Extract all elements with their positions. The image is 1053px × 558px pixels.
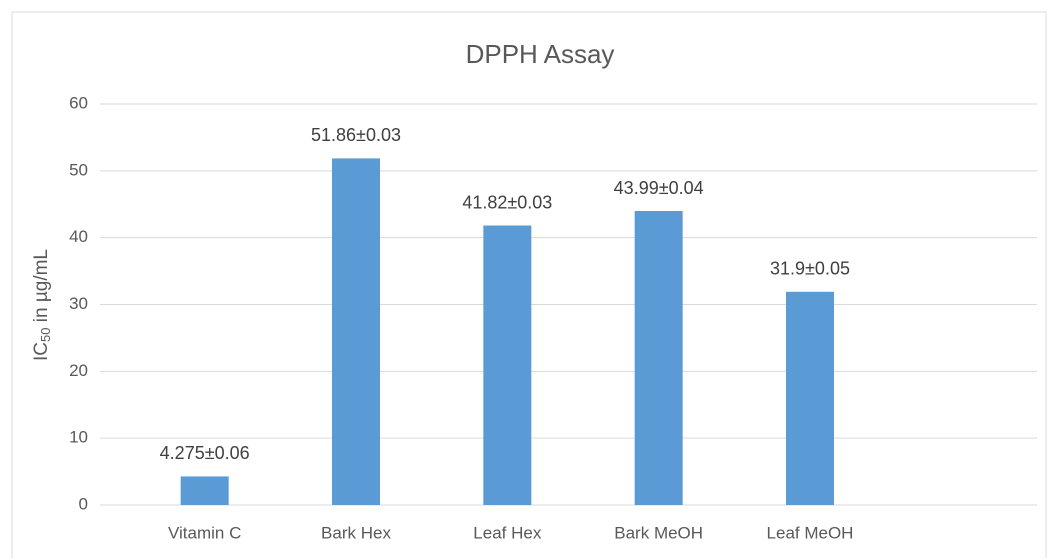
y-tick-label: 20 xyxy=(69,361,88,380)
y-axis-label: IC50 in µg/mL xyxy=(31,249,53,361)
chart-title: DPPH Assay xyxy=(466,39,615,69)
y-tick-label: 10 xyxy=(69,428,88,447)
data-label: 4.275±0.06 xyxy=(160,443,250,463)
data-label: 31.9±0.05 xyxy=(770,259,850,279)
data-label: 41.82±0.03 xyxy=(462,192,552,212)
x-tick-label: Leaf MeOH xyxy=(767,523,854,542)
y-tick-label: 50 xyxy=(69,160,88,179)
data-label: 43.99±0.04 xyxy=(614,178,704,198)
x-tick-label: Bark MeOH xyxy=(614,523,703,542)
y-label-sub: 50 xyxy=(38,328,53,342)
bar xyxy=(332,158,380,505)
x-tick-label: Vitamin C xyxy=(168,523,241,542)
x-tick-label: Leaf Hex xyxy=(473,523,542,542)
bar xyxy=(786,291,834,505)
y-tick-label: 60 xyxy=(69,93,88,112)
y-tick-label: 0 xyxy=(79,494,88,513)
bar xyxy=(634,211,683,505)
bar xyxy=(180,476,229,505)
y-tick-label: 40 xyxy=(69,227,88,246)
x-tick-label: Bark Hex xyxy=(321,523,391,542)
y-label-part: in µg/mL xyxy=(31,249,52,328)
y-tick-label: 30 xyxy=(69,294,88,313)
y-label-part: IC xyxy=(31,342,52,361)
bar xyxy=(483,225,532,506)
data-label: 51.86±0.03 xyxy=(311,125,401,145)
